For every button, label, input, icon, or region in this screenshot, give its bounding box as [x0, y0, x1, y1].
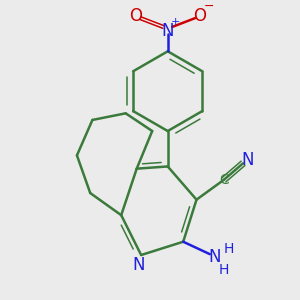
Text: N: N [209, 248, 221, 266]
Text: C: C [219, 173, 229, 187]
Text: N: N [161, 22, 174, 40]
Text: +: + [171, 16, 180, 27]
Text: H: H [219, 262, 229, 277]
Text: O: O [129, 7, 142, 25]
Text: N: N [241, 151, 254, 169]
Text: N: N [133, 256, 145, 274]
Text: H: H [223, 242, 234, 256]
Text: O: O [193, 7, 206, 25]
Text: −: − [204, 0, 214, 13]
